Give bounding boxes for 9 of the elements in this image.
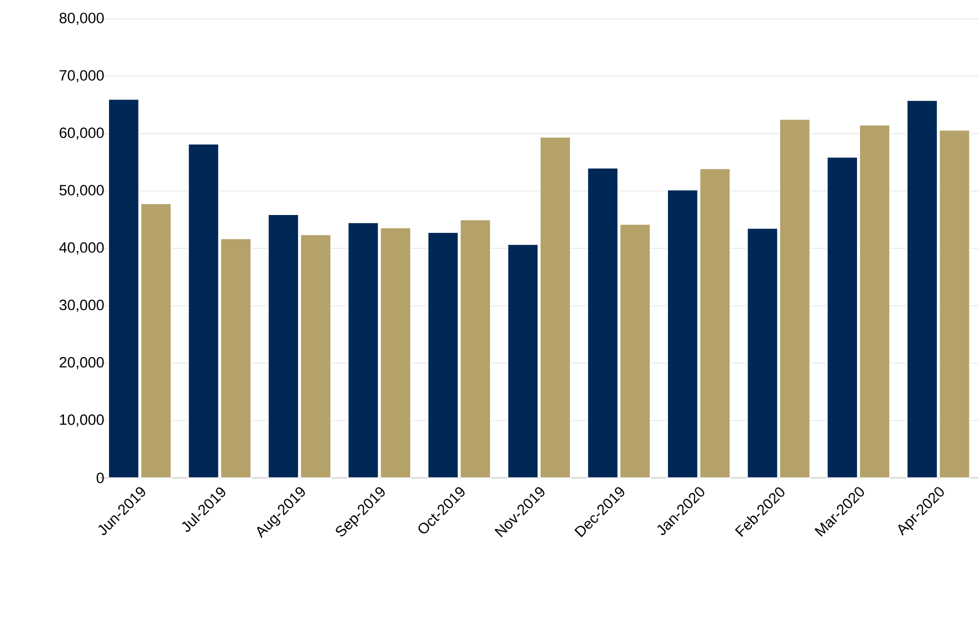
y-tick-label: 30,000 [59,300,104,312]
y-tick-label: 60,000 [60,127,104,140]
y-tick-label: 80,000 [60,12,104,25]
y-tick-label: 0 [96,472,104,484]
y-tick-label: 40,000 [59,242,104,255]
y-tick-label: 10,000 [60,414,104,427]
y-tick-label: 70,000 [60,70,104,82]
y-tick-label: 50,000 [60,184,104,198]
y-tick-label: 20,000 [60,357,104,370]
